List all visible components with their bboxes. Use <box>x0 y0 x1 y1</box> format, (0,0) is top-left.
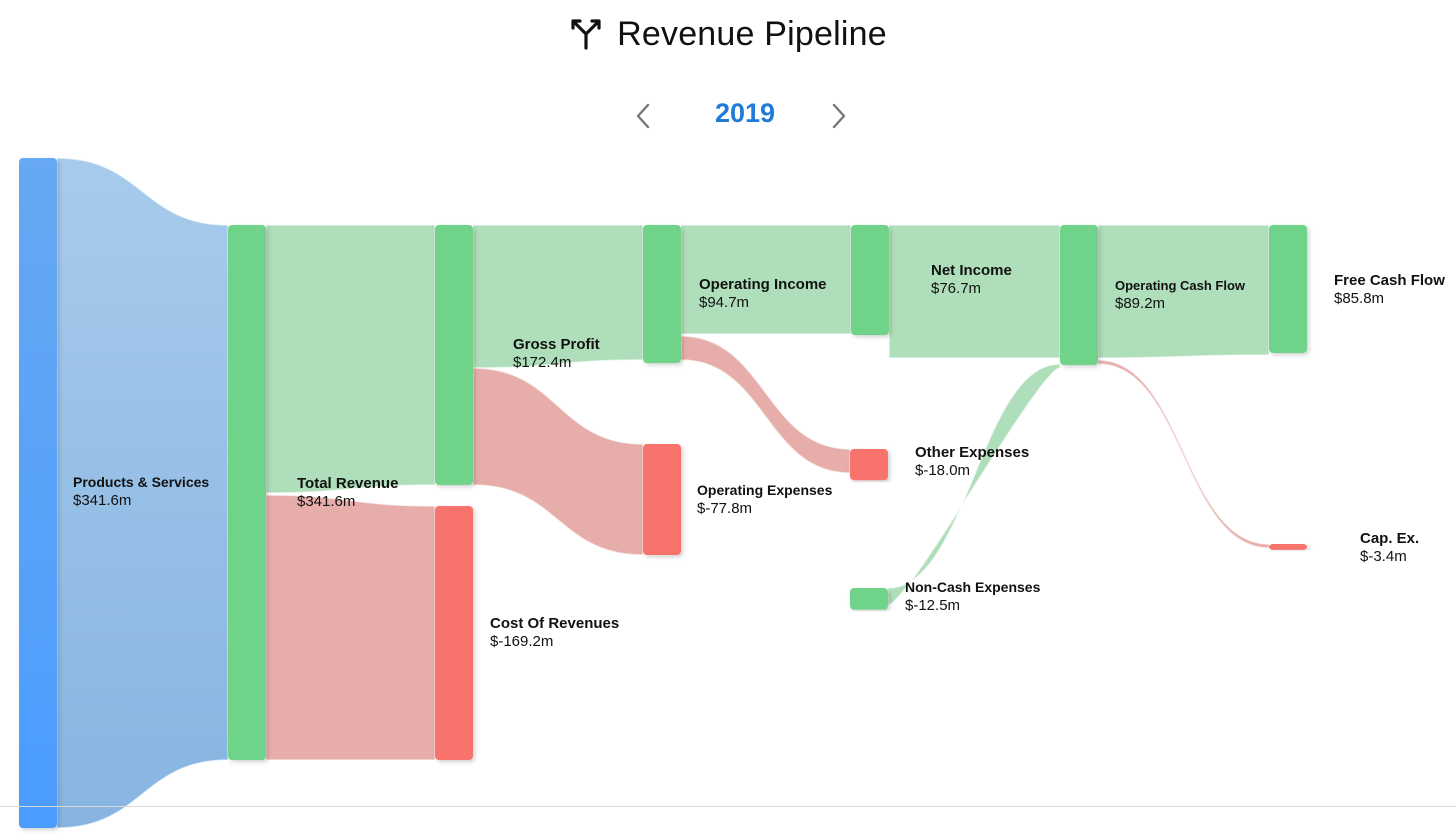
link-operating-income-to-net-income <box>680 224 852 335</box>
link-total-revenue-to-cost-of-revenues <box>265 494 436 761</box>
node-products[interactable] <box>19 158 57 828</box>
label-products: Products & Services <box>73 474 209 490</box>
label-other-expenses: Other Expenses <box>915 444 1029 461</box>
header: Revenue Pipeline <box>0 10 1456 58</box>
branch-split-icon <box>569 17 603 51</box>
value-other-expenses: $-18.0m <box>915 462 970 479</box>
label-cost-of-revenues: Cost Of Revenues <box>490 615 619 632</box>
label-operating-cash-flow: Operating Cash Flow <box>1115 278 1246 293</box>
value-cost-of-revenues: $-169.2m <box>490 633 553 650</box>
node-operating-cash-flow[interactable] <box>1060 225 1098 365</box>
value-gross-profit: $172.4m <box>513 354 571 371</box>
value-capex: $-3.4m <box>1360 548 1407 565</box>
node-operating-income[interactable] <box>643 225 681 363</box>
value-operating-expenses: $-77.8m <box>697 500 752 517</box>
value-products: $341.6m <box>73 492 131 509</box>
label-non-cash-expenses: Non-Cash Expenses <box>905 579 1041 595</box>
page-title: Revenue Pipeline <box>617 14 887 53</box>
link-total-revenue-to-gross-profit <box>265 224 436 494</box>
label-operating-expenses: Operating Expenses <box>697 482 833 498</box>
node-total-revenue[interactable] <box>228 225 266 760</box>
year-selector: 2019 <box>620 92 860 140</box>
value-total-revenue: $341.6m <box>297 493 355 510</box>
chevron-left-icon <box>635 103 651 129</box>
node-non-cash-expenses[interactable] <box>850 588 888 610</box>
chevron-right-icon <box>831 103 847 129</box>
node-other-expenses[interactable] <box>850 449 888 481</box>
link-operating-cash-flow-to-capex <box>1097 359 1270 549</box>
label-capex: Cap. Ex. <box>1360 530 1419 547</box>
node-net-income[interactable] <box>851 225 889 335</box>
links-layer <box>56 157 1270 829</box>
link-gross-profit-to-operating-expenses <box>472 367 644 556</box>
value-free-cash-flow: $85.8m <box>1334 290 1384 307</box>
label-net-income: Net Income <box>931 262 1012 279</box>
divider <box>0 806 1456 807</box>
link-non-cash-expenses-to-operating-cash-flow <box>887 363 1061 606</box>
link-operating-income-to-other-expenses <box>680 335 851 474</box>
link-operating-cash-flow-to-free-cash-flow <box>1097 224 1270 359</box>
previous-year-button[interactable] <box>630 102 656 130</box>
label-free-cash-flow: Free Cash Flow <box>1334 272 1445 289</box>
node-operating-expenses[interactable] <box>643 444 681 555</box>
node-gross-profit[interactable] <box>435 225 473 485</box>
link-gross-profit-to-operating-income <box>472 224 644 369</box>
label-operating-income: Operating Income <box>699 276 827 293</box>
node-free-cash-flow[interactable] <box>1269 225 1307 353</box>
value-non-cash-expenses: $-12.5m <box>905 597 960 614</box>
node-capex[interactable] <box>1269 544 1307 550</box>
label-gross-profit: Gross Profit <box>513 336 600 353</box>
link-products-to-total-revenue <box>56 157 229 829</box>
next-year-button[interactable] <box>826 102 852 130</box>
label-total-revenue: Total Revenue <box>297 475 398 492</box>
year-label: 2019 <box>714 98 776 128</box>
node-cost-of-revenues[interactable] <box>435 506 473 760</box>
value-operating-cash-flow: $89.2m <box>1115 295 1165 312</box>
nodes-layer <box>19 158 1307 828</box>
value-operating-income: $94.7m <box>699 294 749 311</box>
value-net-income: $76.7m <box>931 280 981 297</box>
